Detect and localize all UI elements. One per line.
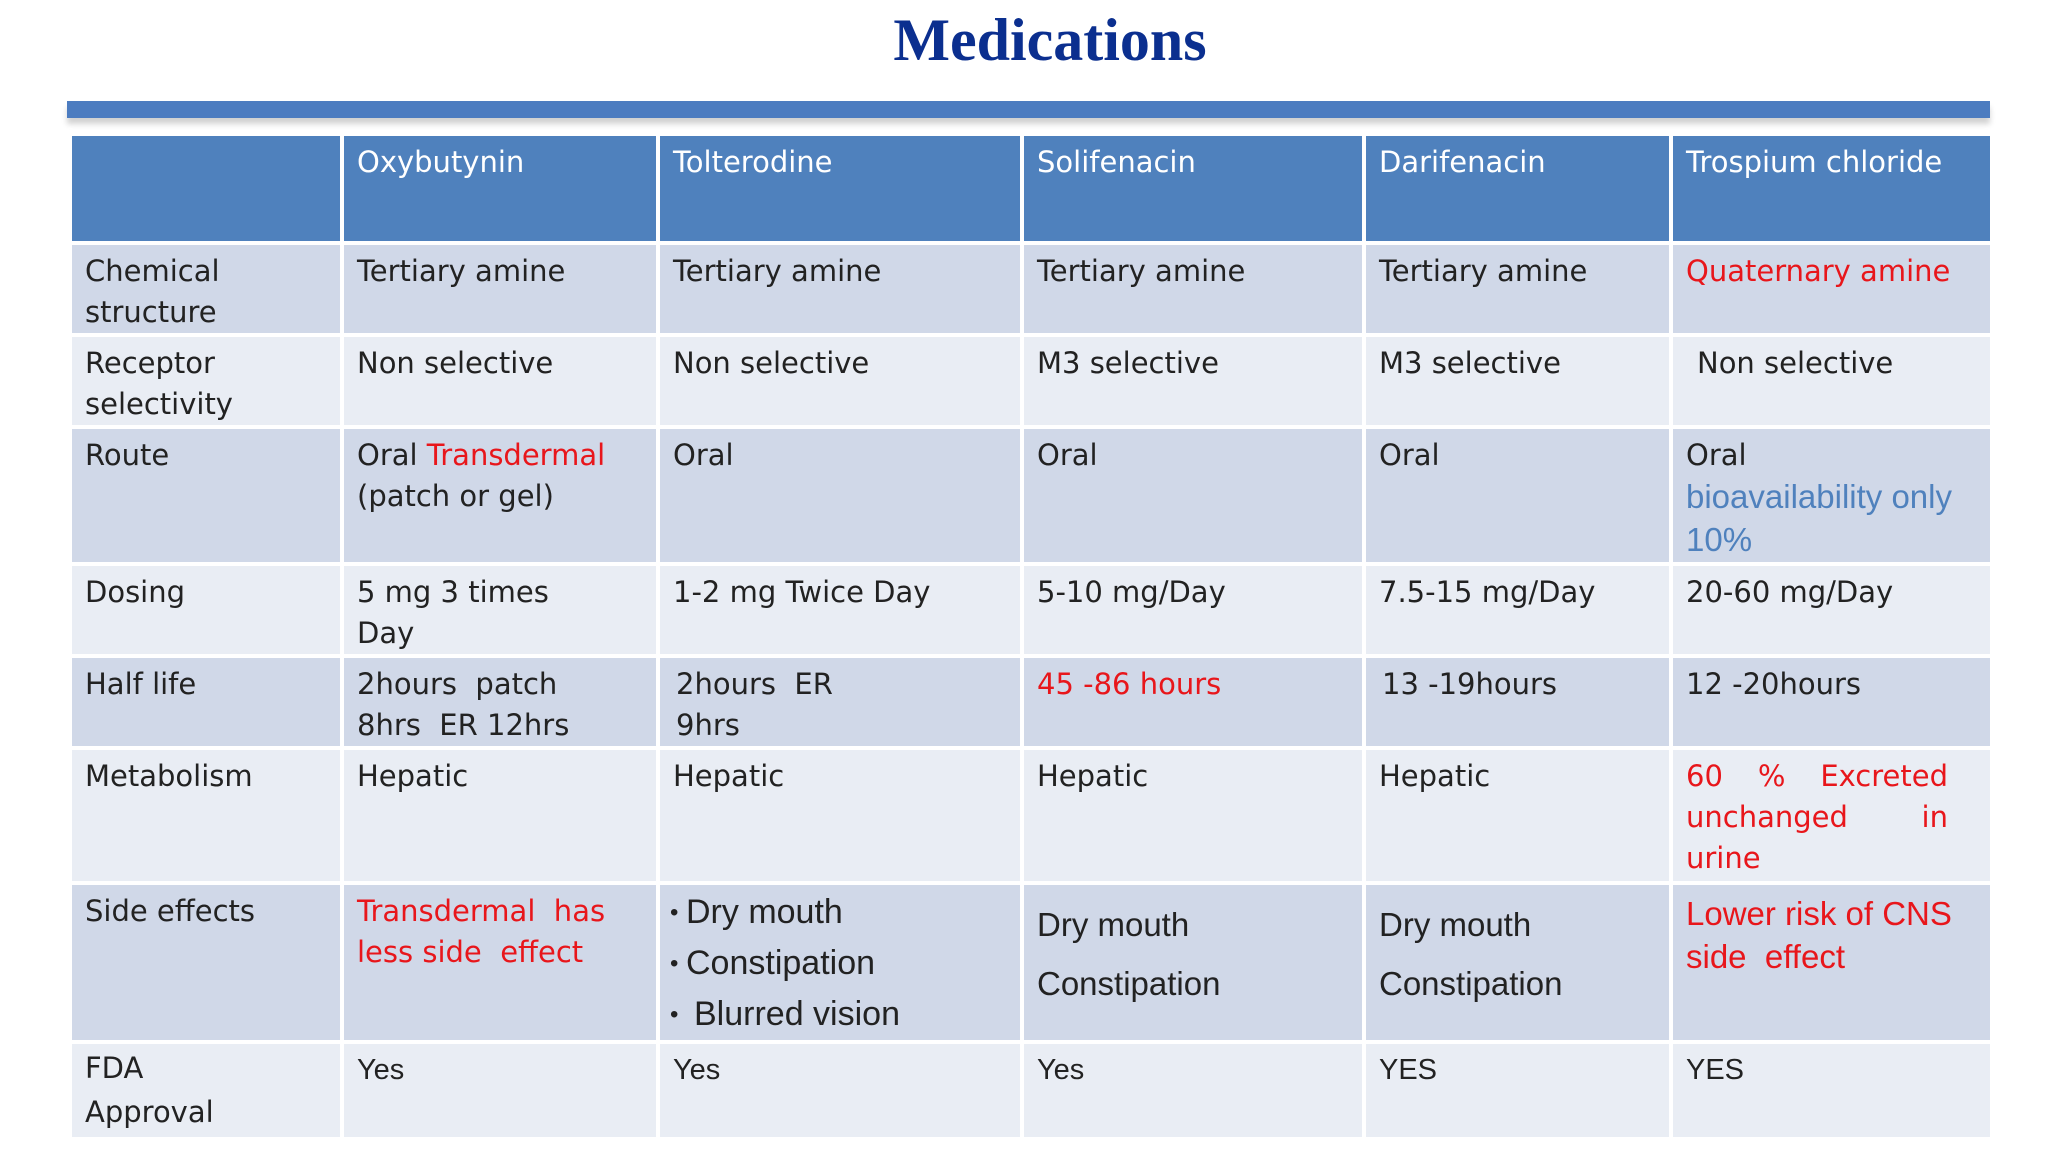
row-label: Dosing xyxy=(68,562,344,658)
table-cell-highlight: Lower risk of CNS side effect xyxy=(1669,881,1994,1044)
side-effect-item: Constipation xyxy=(1379,965,1563,1002)
row-receptor-selectivity: Receptor selectivity Non selective Non s… xyxy=(68,333,1994,429)
table-cell: Tertiary amine xyxy=(340,241,660,337)
table-cell: 7.5-15 mg/Day xyxy=(1362,562,1673,658)
route-oral: Oral xyxy=(1686,438,1747,472)
table-cell: Hepatic xyxy=(1020,746,1366,885)
bullet-icon: • xyxy=(670,1001,679,1028)
table-cell: 13 -19hours xyxy=(1362,654,1673,750)
table-cell: 5-10 mg/Day xyxy=(1020,562,1366,658)
table-cell: Dry mouth Constipation xyxy=(1020,881,1366,1044)
table-cell-highlight: Transdermal has less side effect xyxy=(340,881,660,1044)
header-darifenacin: Darifenacin xyxy=(1362,132,1673,245)
table-cell: 2hours patch 8hrs ER 12hrs xyxy=(340,654,660,750)
list-item: • Constipation xyxy=(670,938,1008,989)
row-label: Receptor selectivity xyxy=(68,333,344,429)
table-cell: YES xyxy=(1362,1040,1673,1141)
list-item: • Blurred vision xyxy=(670,989,1008,1038)
row-chemical-structure: Chemical structure Tertiary amine Tertia… xyxy=(68,241,1994,337)
side-effect-item: Dry mouth xyxy=(1379,906,1532,943)
table-cell: Yes xyxy=(1020,1040,1366,1141)
table-cell: 12 -20hours xyxy=(1669,654,1994,750)
table-cell: Hepatic xyxy=(1362,746,1673,885)
row-label: Metabolism xyxy=(68,746,344,885)
bullet-icon: • xyxy=(670,899,679,926)
row-label: Side effects xyxy=(68,881,344,1044)
bioavailability-note: bioavailability only 10% xyxy=(1686,478,1952,558)
route-transdermal: Transdermal xyxy=(426,438,606,472)
table-cell: Oral xyxy=(1020,425,1366,566)
metabolism-note: 60 % Excreted unchanged in urine xyxy=(1686,759,1948,875)
table-cell: 5 mg 3 times Day xyxy=(340,562,660,658)
row-label: FDA Approval xyxy=(68,1040,344,1141)
row-half-life: Half life 2hours patch 8hrs ER 12hrs 2ho… xyxy=(68,654,1994,750)
table-cell: Tertiary amine xyxy=(656,241,1024,337)
side-effect-item: Constipation xyxy=(1037,965,1221,1002)
table-cell: Non selective xyxy=(656,333,1024,429)
table-cell: Dry mouth Constipation xyxy=(1362,881,1673,1044)
table-cell-highlight: Quaternary amine xyxy=(1669,241,1994,337)
table-cell: Hepatic xyxy=(656,746,1024,885)
title-divider xyxy=(67,101,1990,118)
table-cell: Non selective xyxy=(340,333,660,429)
table-cell: 1-2 mg Twice Day xyxy=(656,562,1024,658)
table-cell: YES xyxy=(1669,1040,1994,1141)
table-cell-highlight: 60 % Excreted unchanged in urine xyxy=(1669,746,1994,885)
route-oral: Oral xyxy=(357,438,418,472)
header-oxybutynin: Oxybutynin xyxy=(340,132,660,245)
table-cell: M3 selective xyxy=(1020,333,1366,429)
table-cell: Yes xyxy=(656,1040,1024,1141)
header-solifenacin: Solifenacin xyxy=(1020,132,1366,245)
page-title: Medications xyxy=(893,7,1207,73)
side-effects-list: • Dry mouth • Constipation • Blurred vision xyxy=(670,887,1008,1038)
row-label: Route xyxy=(68,425,344,566)
row-fda-approval: FDA Approval Yes Yes Yes YES YES xyxy=(68,1040,1994,1141)
table-cell: • Dry mouth • Constipation • Blurred vision xyxy=(656,881,1024,1044)
table-cell: Tertiary amine xyxy=(1020,241,1366,337)
bullet-icon: • xyxy=(670,950,679,977)
table-cell: Yes xyxy=(340,1040,660,1141)
side-effect-item: Dry mouth xyxy=(1037,906,1190,943)
table-cell: Oral xyxy=(1362,425,1673,566)
route-note: (patch or gel) xyxy=(357,479,554,513)
table-cell-highlight: 45 -86 hours xyxy=(1020,654,1366,750)
side-effect-note: Lower risk of CNS side effect xyxy=(1686,895,1962,975)
table-cell: Oral xyxy=(656,425,1024,566)
row-label: Half life xyxy=(68,654,344,750)
table-cell: Oral bioavailability only 10% xyxy=(1669,425,1994,566)
row-label: Chemical structure xyxy=(68,241,344,337)
table-cell: 20-60 mg/Day xyxy=(1669,562,1994,658)
header-cell-empty xyxy=(68,132,344,245)
header-tolterodine: Tolterodine xyxy=(656,132,1024,245)
row-side-effects: Side effects Transdermal has less side e… xyxy=(68,881,1994,1044)
table-cell: M3 selective xyxy=(1362,333,1673,429)
medications-table: Oxybutynin Tolterodine Solifenacin Darif… xyxy=(68,132,1994,1141)
header-row: Oxybutynin Tolterodine Solifenacin Darif… xyxy=(68,132,1994,245)
row-metabolism: Metabolism Hepatic Hepatic Hepatic Hepat… xyxy=(68,746,1994,885)
row-route: Route Oral Transdermal (patch or gel) Or… xyxy=(68,425,1994,566)
header-trospium-chloride: Trospium chloride xyxy=(1669,132,1994,245)
list-item: • Dry mouth xyxy=(670,887,1008,938)
table-cell: Non selective xyxy=(1669,333,1994,429)
table-cell: Oral Transdermal (patch or gel) xyxy=(340,425,660,566)
row-dosing: Dosing 5 mg 3 times Day 1-2 mg Twice Day… xyxy=(68,562,1994,658)
table-cell: Tertiary amine xyxy=(1362,241,1673,337)
table-cell: Hepatic xyxy=(340,746,660,885)
table-cell: 2hours ER 9hrs xyxy=(656,654,1024,750)
